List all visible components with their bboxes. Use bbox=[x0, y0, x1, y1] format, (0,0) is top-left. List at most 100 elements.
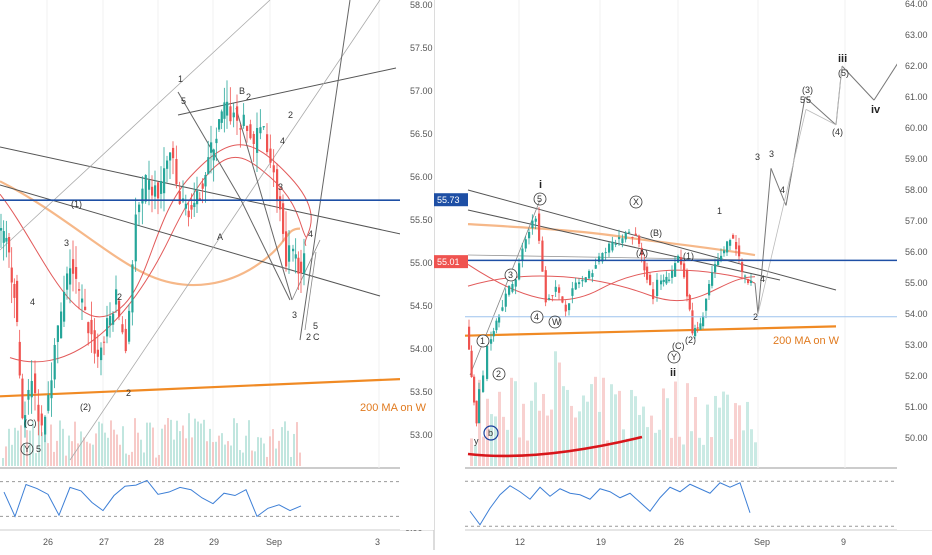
volume-bar bbox=[254, 451, 256, 466]
left-abc-1 bbox=[177, 91, 241, 199]
candle-body bbox=[169, 152, 172, 161]
wave-label: 5 bbox=[313, 321, 318, 331]
volume-bar bbox=[74, 421, 76, 466]
volume-bar bbox=[146, 422, 148, 466]
volume-bar bbox=[514, 381, 517, 466]
trend-channels bbox=[0, 0, 903, 461]
left-ma200-line bbox=[0, 378, 401, 398]
volume-bar bbox=[638, 414, 641, 466]
candle-body bbox=[524, 239, 527, 249]
volume-bar bbox=[558, 362, 561, 466]
volume-bar bbox=[502, 416, 505, 466]
right-price-tick: 55.00 bbox=[905, 278, 928, 288]
volume-bar bbox=[470, 438, 473, 466]
candle-body bbox=[498, 315, 501, 323]
volume-bar bbox=[658, 429, 661, 466]
volume-bar bbox=[574, 417, 577, 466]
candle-body bbox=[714, 264, 717, 273]
candle-body bbox=[93, 330, 96, 354]
wave-label: 2 bbox=[496, 369, 501, 379]
wave-circle bbox=[548, 315, 562, 329]
volume-bar bbox=[742, 430, 745, 466]
left-fan-2 bbox=[69, 0, 381, 461]
candle-body bbox=[16, 280, 19, 322]
projection-light-2 bbox=[805, 109, 837, 126]
candle-body bbox=[5, 237, 8, 242]
wave-label: (C) bbox=[24, 418, 37, 428]
candle-body bbox=[138, 204, 141, 213]
left-channel-upper bbox=[0, 146, 434, 242]
volume-bar bbox=[266, 456, 268, 466]
candle-body bbox=[750, 280, 753, 283]
volume-bar bbox=[89, 443, 91, 466]
volume-bar bbox=[702, 444, 705, 466]
volume-bar bbox=[686, 383, 689, 466]
candle-body bbox=[75, 267, 78, 279]
candle-body bbox=[601, 252, 604, 262]
candle-body bbox=[588, 271, 591, 279]
candle-body bbox=[544, 270, 547, 303]
candle-body bbox=[151, 186, 154, 196]
wave-label: Y bbox=[671, 352, 677, 362]
candlesticks bbox=[0, 80, 753, 443]
volume-bar bbox=[152, 427, 154, 466]
candle-body bbox=[141, 188, 144, 204]
candle-body bbox=[624, 232, 627, 240]
right-time-tick: 26 bbox=[674, 537, 684, 547]
candle-body bbox=[124, 328, 127, 352]
volume-bar bbox=[155, 457, 157, 466]
candle-body bbox=[568, 303, 571, 311]
volume-bar bbox=[257, 437, 259, 466]
volume-bar bbox=[176, 420, 178, 466]
candle-body bbox=[608, 243, 611, 253]
wave-label: 4 bbox=[308, 229, 313, 239]
volume-bar bbox=[260, 437, 262, 466]
wave-label: (1) bbox=[71, 199, 82, 209]
candle-body bbox=[172, 147, 175, 159]
candle-body bbox=[21, 378, 24, 419]
candle-body bbox=[212, 149, 215, 161]
volume-bar bbox=[131, 451, 133, 466]
wave-label: 5 bbox=[806, 95, 811, 105]
wave-label: 2 bbox=[117, 292, 122, 302]
volume-bar bbox=[634, 396, 637, 466]
volume-bar bbox=[498, 391, 501, 466]
right-time-tick: 9 bbox=[841, 537, 846, 547]
volume-bars bbox=[2, 351, 757, 466]
volume-bar bbox=[164, 424, 166, 466]
volume-bar bbox=[606, 440, 609, 466]
candle-body bbox=[541, 240, 544, 272]
candle-body bbox=[741, 262, 744, 272]
grid-lines bbox=[46, 0, 846, 468]
candle-body bbox=[128, 310, 131, 342]
wave-label: 4 bbox=[30, 297, 35, 307]
candle-body bbox=[13, 284, 16, 298]
candle-body bbox=[473, 376, 476, 403]
wave-label: 3 bbox=[508, 270, 513, 280]
candle-body bbox=[84, 306, 87, 310]
left-time-tick: 29 bbox=[209, 537, 219, 547]
candle-body bbox=[656, 279, 659, 297]
volume-bar bbox=[594, 376, 597, 466]
candle-body bbox=[78, 289, 81, 291]
wave-label: A bbox=[217, 232, 223, 242]
right-price-tick: 51.00 bbox=[905, 402, 928, 412]
volume-bar bbox=[50, 424, 52, 466]
wave-label: 5 bbox=[537, 194, 542, 204]
candle-body bbox=[249, 124, 252, 139]
wave-label: 4 bbox=[534, 312, 539, 322]
volume-bar bbox=[47, 443, 49, 466]
volume-bar bbox=[224, 444, 226, 466]
right-flat bbox=[467, 254, 761, 261]
volume-bar bbox=[538, 410, 541, 466]
wave-label: (C) bbox=[672, 341, 685, 351]
wave-label: (2) bbox=[685, 335, 696, 345]
volume-bar bbox=[179, 431, 181, 466]
volume-bar bbox=[233, 418, 235, 466]
candle-body bbox=[210, 142, 213, 153]
left-rsi-line bbox=[3, 479, 302, 518]
candle-body bbox=[668, 279, 671, 281]
volume-bar bbox=[754, 442, 757, 466]
candle-body bbox=[598, 256, 601, 262]
